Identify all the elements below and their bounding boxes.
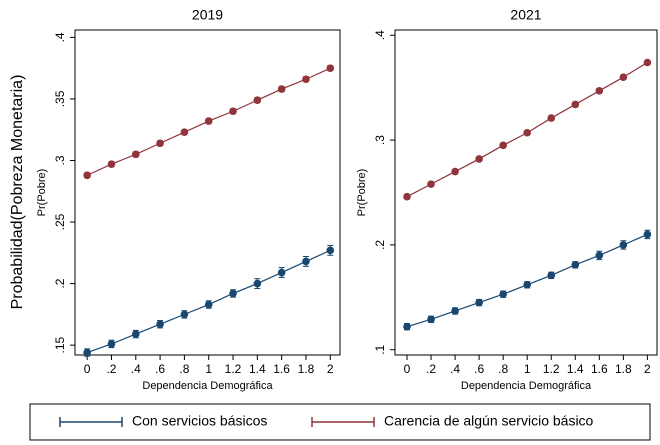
point	[302, 75, 310, 84]
x-tick-label: .4	[131, 362, 141, 376]
legend-label: Con servicios básicos	[132, 413, 267, 429]
y-tick-label: .3	[53, 155, 67, 165]
x-tick-label: 1.4	[567, 362, 584, 376]
x-axis-label: Dependencia Demográfica	[461, 380, 592, 392]
x-tick-label: 1.8	[615, 362, 632, 376]
x-tick-label: .6	[155, 362, 165, 376]
point	[595, 251, 604, 260]
x-tick-label: 0	[84, 362, 91, 376]
point	[595, 87, 604, 95]
legend-label: Carencia de algún servicio básico	[384, 413, 594, 429]
point	[547, 271, 556, 280]
point	[156, 139, 164, 148]
x-tick-label: 2	[644, 362, 651, 376]
y-tick-label: .4	[373, 30, 387, 40]
point	[619, 73, 628, 81]
y-tick-label: .25	[53, 213, 67, 230]
point	[499, 290, 507, 298]
point	[499, 141, 507, 150]
point	[253, 279, 262, 288]
x-tick-label: 1.8	[298, 362, 315, 376]
point	[302, 257, 310, 266]
x-tick-label: 1.4	[249, 362, 266, 376]
y-axis-label: Pr(Pobre)	[356, 169, 368, 217]
point	[107, 160, 116, 168]
point	[523, 280, 532, 289]
point	[643, 58, 652, 67]
point	[204, 300, 213, 309]
y-tick-label: .15	[53, 336, 67, 353]
x-tick-label: 1.6	[591, 362, 608, 376]
point	[131, 330, 140, 338]
panel-title: 2019	[192, 7, 223, 23]
y-tick-label: .35	[53, 90, 67, 107]
point	[619, 241, 628, 249]
x-tick-label: 1	[205, 362, 212, 376]
sup-y-label: Probabilidad(Pobreza Monetaria)	[9, 75, 26, 310]
point	[571, 261, 580, 269]
point	[204, 117, 213, 125]
panel-title: 2021	[510, 7, 541, 23]
x-tick-label: 0	[404, 362, 411, 376]
y-axis-label: Pr(Pobre)	[36, 169, 48, 217]
x-tick-label: 2	[327, 362, 334, 376]
x-tick-label: .6	[474, 362, 484, 376]
point	[156, 320, 164, 329]
point	[403, 322, 411, 331]
point	[277, 85, 286, 93]
point	[277, 268, 286, 277]
point	[571, 100, 580, 109]
point	[83, 348, 91, 357]
point	[475, 155, 483, 163]
y-tick-label: .2	[373, 240, 387, 250]
point	[253, 96, 262, 104]
point	[451, 307, 459, 315]
point	[403, 192, 411, 201]
point	[229, 289, 237, 298]
x-axis-label: Dependencia Demográfica	[142, 380, 273, 392]
y-tick-label: .2	[53, 278, 67, 288]
point	[326, 246, 335, 255]
point	[83, 171, 91, 180]
point	[427, 315, 435, 324]
x-tick-label: .8	[179, 362, 189, 376]
point	[229, 107, 237, 116]
point	[131, 150, 140, 159]
x-tick-label: 1.2	[543, 362, 560, 376]
x-tick-label: .4	[450, 362, 460, 376]
point	[326, 64, 335, 72]
x-tick-label: 1.2	[225, 362, 242, 376]
x-tick-label: 1.6	[273, 362, 290, 376]
point	[451, 167, 459, 176]
point	[427, 180, 435, 188]
point	[643, 230, 652, 239]
x-tick-label: .8	[498, 362, 508, 376]
y-tick-label: .4	[53, 32, 67, 42]
point	[547, 114, 556, 122]
point	[107, 340, 116, 348]
plot-frame	[394, 29, 658, 356]
point	[475, 298, 483, 307]
x-tick-label: 1	[524, 362, 531, 376]
point	[180, 128, 189, 136]
y-tick-label: .1	[373, 344, 387, 354]
point	[180, 310, 189, 319]
y-tick-label: .3	[373, 135, 387, 145]
x-tick-label: .2	[106, 362, 116, 376]
point	[523, 128, 532, 137]
x-tick-label: .2	[426, 362, 436, 376]
